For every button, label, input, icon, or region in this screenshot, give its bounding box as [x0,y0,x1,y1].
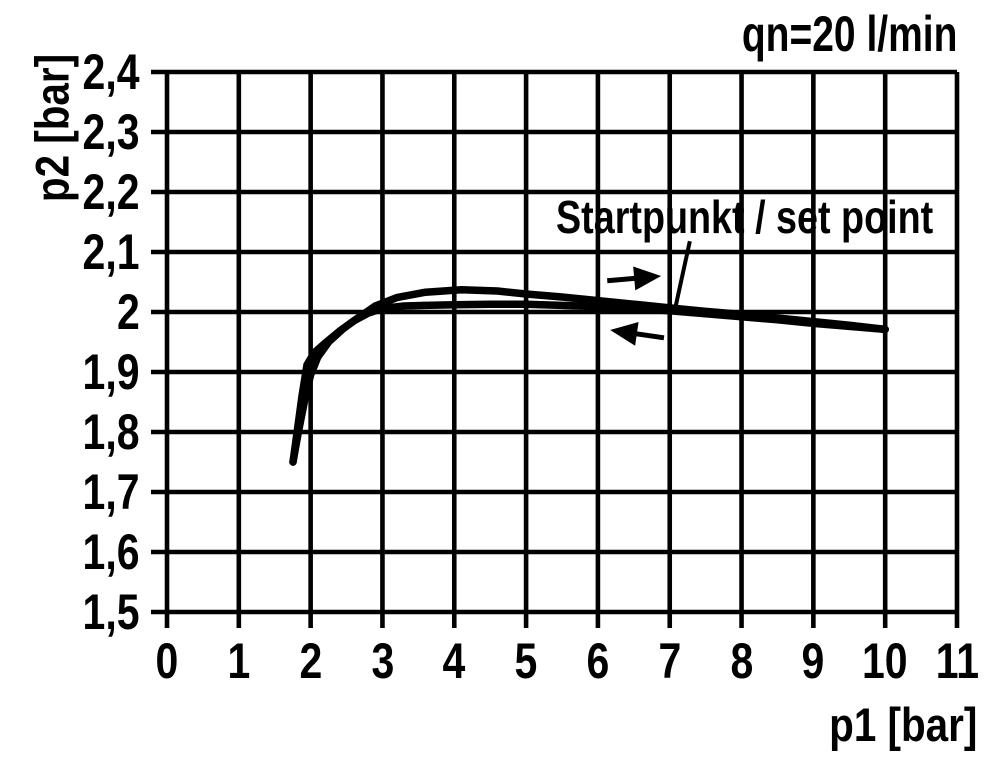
y-tick-label-text: 2,3 [82,104,140,160]
x-tick-label-text: 3 [371,633,394,689]
x-tick-label-text: 1 [227,633,251,689]
y-tick-label: 2 [30,287,140,337]
y-tick-label: 2,1 [30,227,140,277]
y-tick-label-text: 1,5 [82,584,140,640]
set-point-leader-line [673,240,692,308]
x-tick-label-text: 10 [862,633,908,689]
y-tick-label-text: 2,1 [82,224,140,280]
y-tick-label-text: 1,9 [82,344,140,400]
y-tick-label: 2,4 [30,47,140,97]
x-tick-label-text: 11 [935,633,979,689]
y-tick-label-text: 2,4 [82,44,140,100]
flow-rate-label: qn=20 l/min [681,9,957,59]
y-tick-label-text: 2 [117,284,140,340]
direction-arrow-head-left [610,321,639,346]
x-tick-label-text: 7 [658,633,682,689]
x-tick-label: 7 [625,636,715,686]
x-tick-label: 11 [912,636,1000,686]
y-tick-label-text: 1,7 [82,464,140,520]
curve-lower-branch [289,300,889,466]
y-tick-label-text: 1,8 [82,404,140,460]
set-point-text: Startpunkt / set point [556,191,934,243]
x-tick-label-text: 4 [442,633,466,689]
x-tick-label: 0 [122,636,212,686]
y-tick-label: 1,8 [30,407,140,457]
x-tick-label-text: 2 [299,633,323,689]
direction-arrow-shaft-left [632,330,665,341]
y-tick-label: 1,9 [30,347,140,397]
x-tick-label: 8 [697,636,787,686]
x-axis-title-text: p1 [bar] [828,698,977,751]
x-tick-label: 10 [840,636,930,686]
x-tick-label: 6 [553,636,643,686]
y-tick-label-text: 2,2 [82,164,140,220]
y-tick-label-text: 1,6 [82,524,140,580]
x-tick-label: 9 [768,636,858,686]
x-tick-label: 1 [194,636,284,686]
y-tick-label: 1,7 [30,467,140,517]
x-axis-title: p1 [bar] [805,701,977,748]
direction-arrow-head-right [633,266,662,291]
y-tick-label: 1,6 [30,527,140,577]
y-tick-label: 2,3 [30,107,140,157]
x-tick-label: 4 [409,636,499,686]
x-tick-label-text: 9 [801,633,825,689]
x-tick-label-text: 0 [155,633,179,689]
direction-arrow-shaft-right [607,275,639,284]
x-tick-label-text: 8 [730,633,753,689]
y-tick-label: 1,5 [30,587,140,637]
x-tick-label: 3 [337,636,427,686]
x-tick-label-text: 5 [514,633,538,689]
x-tick-label: 5 [481,636,571,686]
flow-rate-text: qn=20 l/min [741,6,957,62]
set-point-annotation: Startpunkt / set point [556,194,1000,240]
x-tick-label: 2 [266,636,356,686]
y-tick-label: 2,2 [30,167,140,217]
x-tick-label-text: 6 [586,633,610,689]
